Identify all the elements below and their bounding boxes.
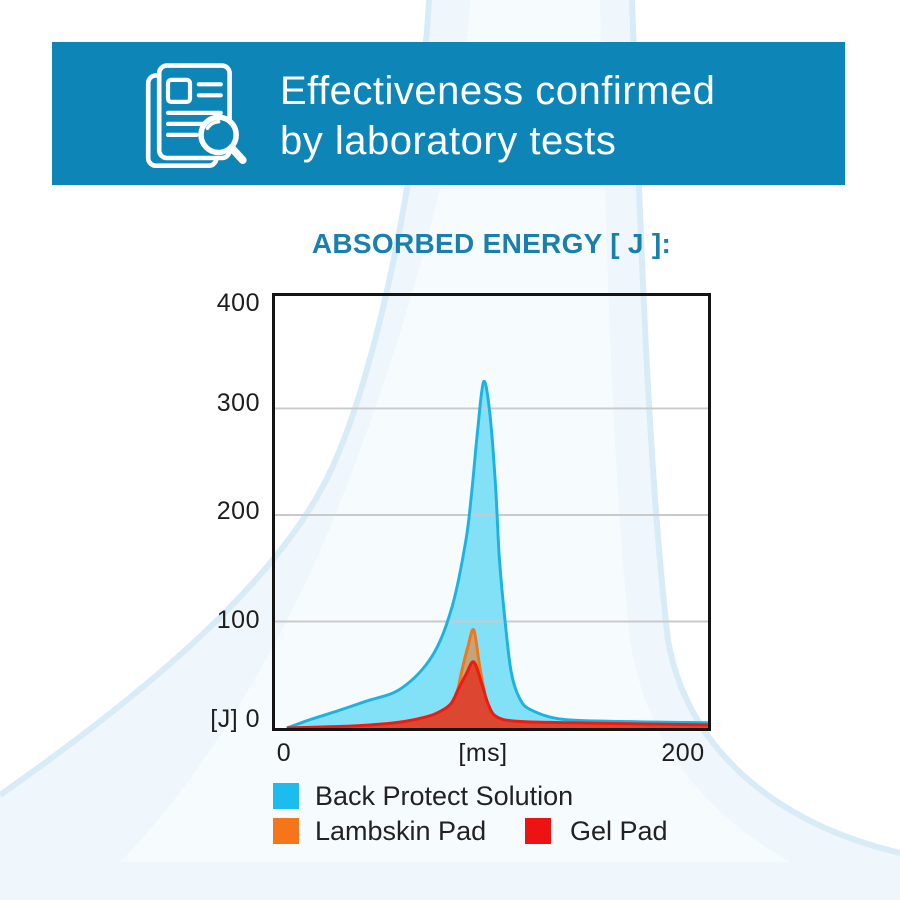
header-title-line1: Effectiveness confirmed (280, 69, 716, 113)
y-axis-label-200: 200 (216, 497, 260, 525)
header-title-line2: by laboratory tests (280, 119, 617, 163)
legend-swatch-lambskin-pad (273, 818, 299, 844)
beam-inner-glow (120, 0, 790, 862)
line-back-protect-solution (286, 379, 708, 728)
y-axis-label-300: 300 (216, 389, 260, 417)
y-axis-label-zero: [J] 0 (210, 705, 260, 733)
plot-area (272, 293, 711, 731)
x-axis-label-ms: [ms] (458, 739, 508, 767)
header-title: Effectiveness confirmed by laboratory te… (280, 66, 715, 166)
legend-swatch-gel-pad (525, 818, 551, 844)
area-back-protect-solution (286, 381, 708, 728)
document-search-icon (145, 63, 247, 169)
chart-canvas (275, 379, 708, 728)
chart-title: ABSORBED ENERGY [ J ]: (311, 228, 672, 259)
x-axis-label-0: 0 (276, 739, 292, 767)
legend-label-gel-pad: Gel Pad (570, 816, 668, 846)
legend-label-lambskin-pad: Lambskin Pad (315, 816, 487, 846)
y-axis-label-100: 100 (216, 606, 260, 634)
header-banner: Effectiveness confirmed by laboratory te… (52, 42, 845, 185)
x-axis-label-200: 200 (661, 739, 705, 767)
gridlines (275, 407, 708, 623)
y-axis-label-400: 400 (216, 289, 260, 317)
legend-label-back-protect-solution: Back Protect Solution (315, 781, 574, 811)
line-gel-pad (286, 660, 708, 728)
beam-right-edge (629, 0, 900, 856)
legend-swatch-back-protect-solution (273, 783, 299, 809)
